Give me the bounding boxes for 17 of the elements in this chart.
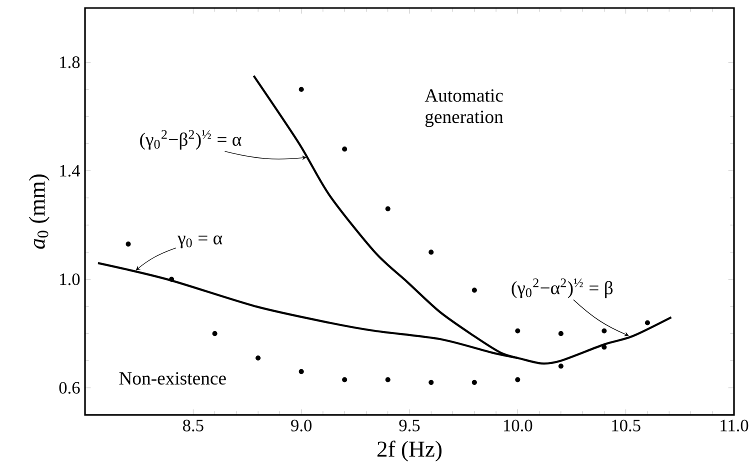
annotation: (γ$_{0}$$^{2}$−β$^{2}$)$^{½}$ = α: [140, 130, 242, 150]
x-tick-label: 9.0: [291, 420, 312, 432]
annotation: (γ$_{0}$$^{2}$−α$^{2}$)$^{½}$ = β: [512, 278, 613, 298]
annotation: Automatic generation: [424, 89, 504, 127]
x-axis-title: 2f (Hz): [377, 440, 442, 462]
y-tick-label: 1.4: [60, 164, 80, 177]
y-tick-label: 1.8: [60, 56, 80, 68]
x-tick-label: 10.5: [612, 420, 640, 432]
y-tick-label: 1.0: [60, 273, 80, 286]
x-tick-label: 9.5: [399, 420, 420, 432]
x-tick-label: 11.0: [720, 420, 748, 432]
annotation: Non-existence: [119, 372, 226, 385]
y-tick-label: 0.6: [59, 382, 80, 394]
x-tick-label: 10.0: [504, 420, 532, 432]
annotation: γ$_{0}$ = α: [178, 235, 222, 248]
x-tick-label: 8.5: [183, 420, 204, 432]
y-axis-title: a$_{0}$ (mm): [28, 174, 50, 249]
